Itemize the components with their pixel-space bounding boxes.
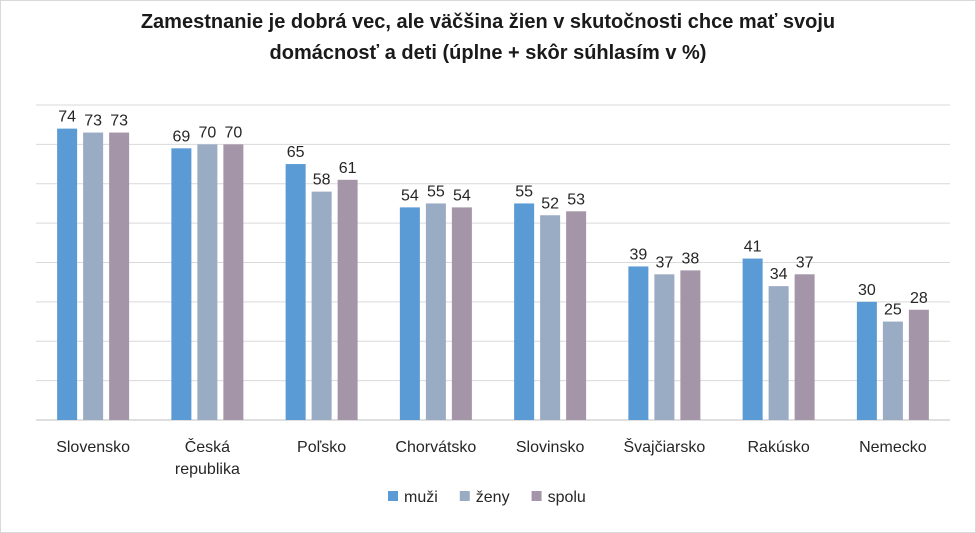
category-label: Chorvátsko	[395, 439, 476, 456]
legend-label: ženy	[476, 489, 510, 506]
data-label: 34	[770, 266, 788, 283]
legend: muži ženy spolu	[388, 489, 586, 506]
bar-spolu-2	[337, 179, 358, 420]
category-label: republika	[175, 461, 240, 478]
data-label: 37	[796, 254, 814, 271]
bar-ženy-0	[83, 132, 104, 420]
bar-spolu-7	[908, 309, 929, 420]
data-label: 30	[858, 282, 876, 299]
chart-title-line-1: Zamestnanie je dobrá vec, ale väčšina ži…	[141, 11, 835, 33]
data-label: 70	[224, 124, 242, 141]
bar-ženy-3	[425, 203, 446, 420]
data-label: 28	[910, 290, 928, 307]
bar-ženy-5	[654, 274, 675, 420]
bar-muži-0	[57, 128, 78, 420]
category-label: Švajčiarsko	[623, 437, 705, 456]
data-labels: 74 73 73 69 70 70 65 58 61 54 55 54 55 52 53 39 37 38 41 34…	[58, 109, 928, 319]
bar-muži-4	[514, 203, 535, 420]
bar-ženy-2	[311, 191, 332, 420]
data-label: 54	[453, 187, 471, 204]
bar-ženy-7	[882, 321, 903, 420]
data-label: 73	[84, 113, 102, 130]
category-label: Nemecko	[859, 439, 927, 456]
data-label: 69	[172, 128, 190, 145]
data-label: 73	[110, 113, 128, 130]
category-label: Rakúsko	[748, 439, 810, 456]
data-label: 61	[339, 160, 357, 177]
data-label: 65	[287, 144, 305, 161]
chart-title: Zamestnanie je dobrá vec, ale väčšina ži…	[141, 11, 835, 64]
legend-label: muži	[404, 489, 438, 506]
data-label: 39	[629, 246, 647, 263]
data-label: 25	[884, 302, 902, 319]
bar-muži-6	[742, 258, 763, 420]
legend-item-muži: muži	[388, 489, 438, 506]
data-label: 41	[744, 239, 762, 256]
bar-spolu-0	[109, 132, 130, 420]
bar-ženy-6	[768, 286, 789, 420]
bar-ženy-4	[540, 215, 561, 420]
legend-label: spolu	[548, 489, 586, 506]
bar-spolu-1	[223, 144, 244, 420]
legend-item-spolu: spolu	[531, 489, 586, 506]
legend-swatch	[531, 491, 542, 501]
data-label: 38	[681, 250, 699, 267]
data-label: 55	[427, 183, 445, 200]
bar-muži-1	[171, 148, 192, 420]
bar-spolu-5	[680, 270, 701, 420]
chart-title-line-2: domácnosť a deti (úplne + skôr súhlasím …	[270, 42, 707, 64]
category-label: Česká	[185, 437, 230, 456]
data-label: 74	[58, 109, 76, 126]
data-label: 52	[541, 195, 559, 212]
legend-item-ženy: ženy	[459, 489, 510, 506]
category-label: Poľsko	[297, 439, 346, 456]
bar-muži-2	[285, 164, 306, 420]
data-label: 37	[655, 254, 673, 271]
bar-ženy-1	[197, 144, 218, 420]
bar-spolu-3	[451, 207, 472, 420]
data-label: 53	[567, 191, 585, 208]
data-label: 54	[401, 187, 419, 204]
bars	[57, 128, 929, 420]
legend-swatch	[388, 491, 398, 501]
category-labels: Slovensko Česká republika Poľsko Chorvátsko S…	[56, 437, 927, 478]
bar-spolu-6	[794, 274, 815, 420]
legend-swatch	[459, 491, 470, 501]
category-label: Slovensko	[56, 439, 130, 456]
data-label: 58	[313, 172, 331, 189]
bar-muži-5	[628, 266, 649, 420]
data-label: 70	[198, 124, 216, 141]
bar-muži-3	[399, 207, 420, 420]
bar-muži-7	[856, 301, 877, 420]
bar-spolu-4	[566, 211, 587, 420]
data-label: 55	[515, 183, 533, 200]
category-label: Slovinsko	[516, 439, 585, 456]
